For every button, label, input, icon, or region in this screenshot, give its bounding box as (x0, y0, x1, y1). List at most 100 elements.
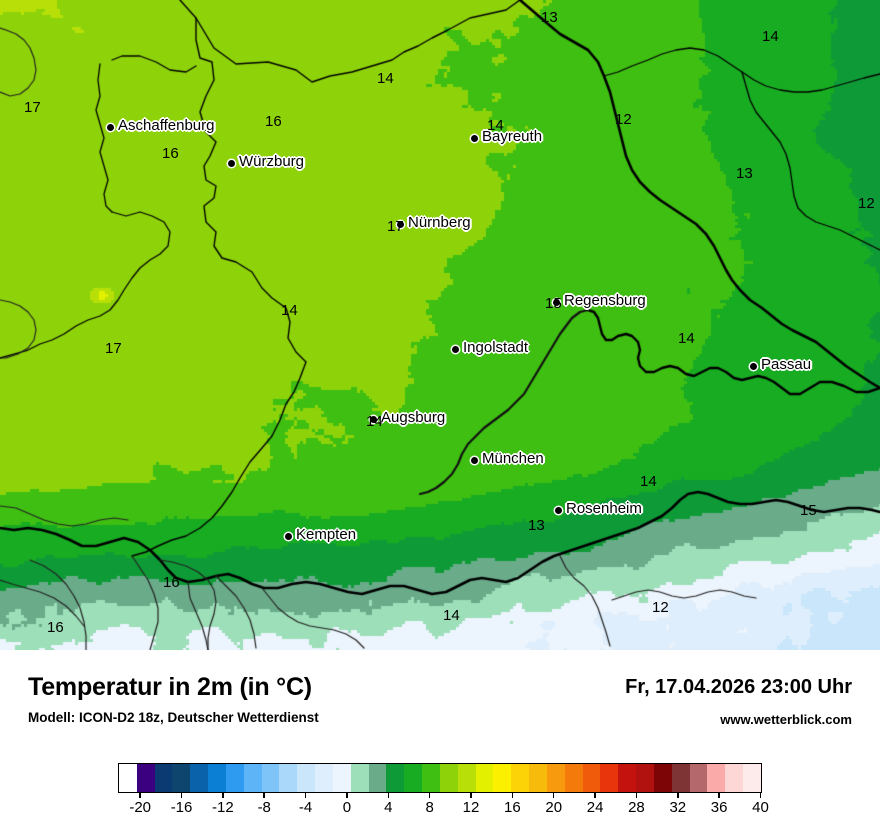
colorbar-swatch (582, 764, 601, 792)
colorbar-swatch (653, 764, 672, 792)
temperature-value-label: 14 (366, 413, 383, 430)
colorbar-swatch (529, 764, 547, 792)
colorbar-tick (470, 793, 472, 798)
colorbar-tick (759, 793, 762, 798)
colorbar-swatch (618, 764, 637, 792)
colorbar-swatch (422, 764, 440, 792)
colorbar-ticks: -20 -16 -12 -8 -4 0 4 8 12 16 20 24 28 32 36 40 (118, 793, 769, 819)
city-dot-icon (750, 363, 757, 370)
colorbar-tick (139, 793, 141, 798)
colorbar-swatch (315, 764, 333, 792)
temperature-value-label: 14 (443, 607, 460, 624)
city-label: Würzburg (239, 153, 305, 170)
colorbar-tick-label: 36 (710, 799, 728, 816)
temperature-value-label: 16 (265, 113, 282, 130)
temperature-value-label: 16 (47, 619, 64, 636)
colorbar-swatch (243, 764, 262, 792)
city-label: Rosenheim (566, 500, 642, 517)
colorbar-swatch (297, 764, 316, 792)
valid-time: Fr, 17.04.2026 23:00 Uhr (625, 676, 852, 698)
colorbar-tick-label: -20 (129, 799, 152, 816)
city-label: Aschaffenburg (118, 117, 215, 134)
colorbar-swatch (136, 764, 155, 792)
temperature-value-label: 13 (541, 9, 558, 26)
temperature-value-label: 16 (162, 145, 179, 162)
colorbar-swatch (475, 764, 494, 792)
temperature-value-label: 17 (387, 218, 404, 235)
colorbar-tick-label: 20 (545, 799, 563, 816)
city-dot-icon (555, 507, 562, 514)
colorbar-tick (677, 793, 679, 798)
temperature-value-label: 13 (736, 165, 753, 182)
colorbar-tick-label: 4 (384, 799, 393, 816)
city-dot-icon (228, 160, 235, 167)
colorbar-tick (387, 793, 390, 798)
colorbar-tick-label: -8 (257, 799, 271, 816)
colorbar-gradient (118, 763, 762, 793)
colorbar-swatch (546, 764, 565, 792)
colorbar-tick (428, 793, 431, 798)
colorbar-swatch (725, 764, 743, 792)
temperature-value-label: 13 (528, 517, 545, 534)
city-label: Kempten (296, 526, 357, 543)
colorbar-swatch (225, 764, 244, 792)
colorbar-tick (552, 793, 555, 798)
city-dot-icon (452, 346, 459, 353)
colorbar-tick (346, 793, 348, 798)
colorbar-swatch (208, 764, 226, 792)
colorbar-tick-label: -4 (298, 799, 313, 816)
city-label: Augsburg (381, 409, 446, 426)
city-dot-icon (471, 135, 478, 142)
colorbar-tick-label: 40 (752, 799, 769, 816)
temperature-value-label: 14 (640, 473, 657, 490)
city-label: München (482, 450, 544, 467)
city-dot-icon (397, 221, 404, 228)
colorbar-swatch (261, 764, 280, 792)
temperature-value-label: 14 (281, 302, 298, 319)
colorbar-swatch (689, 764, 708, 792)
colorbar-swatch (350, 764, 369, 792)
colorbar-swatch (511, 764, 530, 792)
colorbar-swatch (493, 764, 512, 792)
colorbar-swatch (172, 764, 191, 792)
city-dot-icon (107, 124, 114, 131)
weather-map-panel: Aschaffenburg Würzburg Bayreuth Nürnberg Reg… (0, 0, 880, 650)
colorbar-swatch (600, 764, 619, 792)
temperature-value-label: 16 (163, 574, 180, 591)
colorbar-tick-label: 24 (586, 799, 604, 816)
colorbar-tick-label: 32 (669, 799, 687, 816)
colorbar-swatch (386, 764, 405, 792)
colorbar-tick-label: 16 (504, 799, 521, 816)
colorbar: -20 -16 -12 -8 -4 0 4 8 12 16 20 24 28 32 36 40 (118, 763, 769, 816)
temperature-value-label: 14 (377, 70, 394, 87)
colorbar-swatch (404, 764, 423, 792)
colorbar-swatch (368, 764, 387, 792)
colorbar-swatch (439, 764, 458, 792)
colorbar-swatch (707, 764, 726, 792)
colorbar-tick-label: 12 (462, 799, 480, 816)
colorbar-tick-label: 0 (342, 799, 352, 816)
temperature-value-label: 15 (800, 502, 817, 519)
colorbar-tick (511, 793, 514, 798)
colorbar-swatch (154, 764, 173, 792)
colorbar-tick (594, 793, 596, 798)
colorbar-swatch (742, 764, 761, 792)
temperature-value-label: 12 (858, 195, 875, 212)
temperature-value-label: 14 (487, 117, 504, 134)
temperature-value-label: 15 (545, 295, 562, 312)
colorbar-tick (263, 793, 265, 798)
city-label: Regensburg (564, 292, 646, 309)
colorbar-tick-label: 8 (425, 799, 434, 816)
colorbar-tick (635, 793, 638, 798)
colorbar-tick (718, 793, 720, 798)
city-label: Nürnberg (408, 214, 471, 231)
city-dot-icon (471, 457, 478, 464)
temperature-value-label: 17 (24, 99, 41, 116)
map-label-overlay: Aschaffenburg Würzburg Bayreuth Nürnberg Reg… (24, 9, 875, 636)
colorbar-swatch (332, 764, 351, 792)
colorbar-swatch (636, 764, 654, 792)
colorbar-tick (304, 793, 307, 798)
colorbar-swatch (279, 764, 298, 792)
city-dot-icon (370, 416, 377, 423)
temperature-value-label: 17 (105, 340, 122, 357)
